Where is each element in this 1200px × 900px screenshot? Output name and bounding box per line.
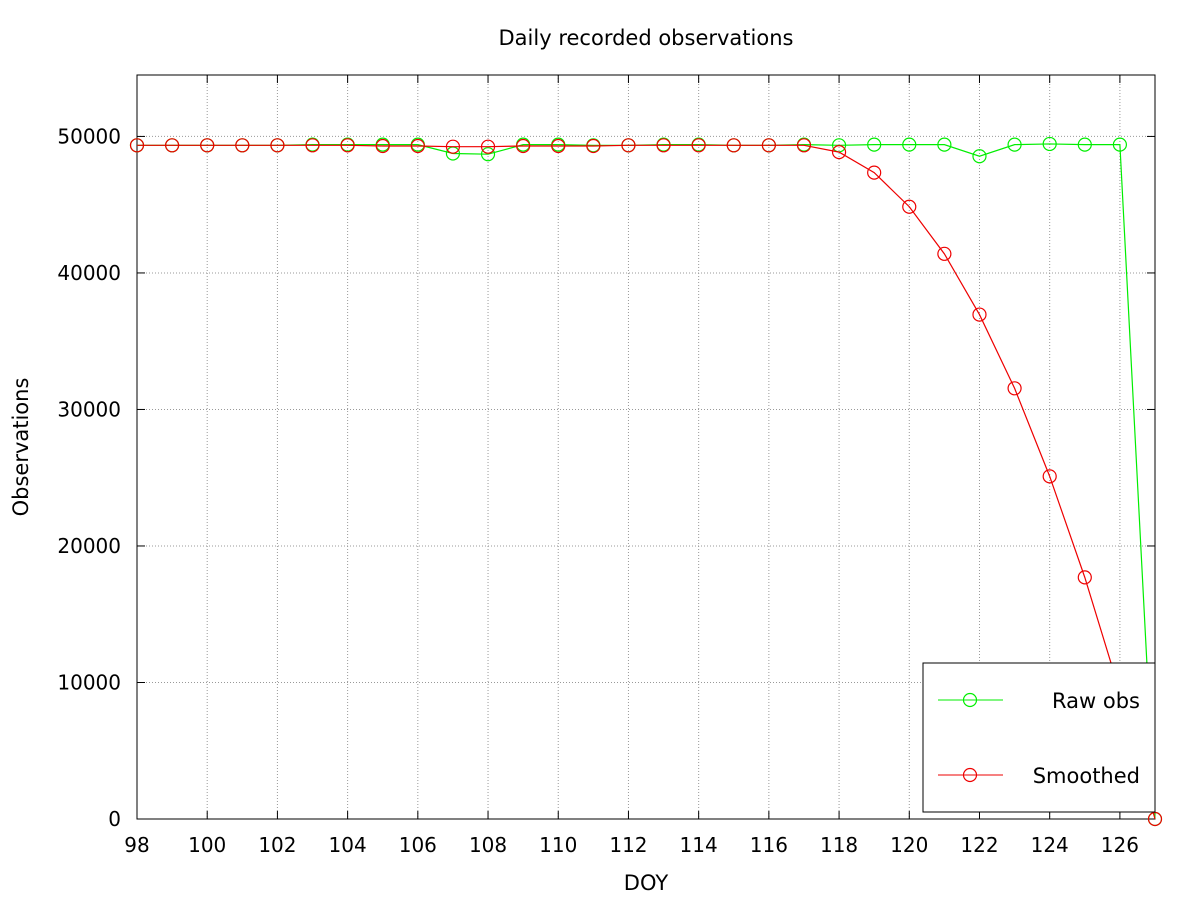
data-point-smoothed [796, 138, 812, 153]
data-point-smoothed [410, 138, 425, 154]
x-tick-label: 114 [680, 833, 718, 857]
legend: Raw obs Smoothed [922, 662, 1156, 813]
legend-raw-obs-label: Raw obs [1052, 689, 1140, 713]
data-point-smoothed [340, 138, 355, 153]
data-point-smoothed [586, 138, 601, 154]
data-point-smoothed [129, 138, 145, 153]
x-tick-label: 124 [1031, 833, 1069, 857]
x-axis-title: DOY [624, 871, 669, 895]
data-point-smoothed [621, 138, 636, 153]
x-tick-label: 98 [124, 833, 149, 857]
data-point-smoothed [1007, 381, 1022, 396]
x-tick-label: 120 [890, 833, 928, 857]
x-tick-label: 106 [399, 833, 437, 857]
y-tick-label: 0 [108, 807, 121, 831]
legend-smoothed-label: Smoothed [1033, 764, 1140, 788]
y-axis-title: Observations [9, 378, 33, 517]
data-point-raw-obs [480, 147, 496, 162]
data-point-raw-obs [937, 137, 952, 152]
x-tick-label: 104 [329, 833, 367, 857]
data-point-smoothed [551, 138, 566, 154]
data-point-smoothed [902, 199, 917, 214]
x-tick-label: 110 [539, 833, 577, 857]
y-tick-label: 40000 [57, 261, 121, 285]
legend-smoothed-marker [962, 767, 978, 783]
data-point-smoothed [656, 138, 671, 153]
x-tick-label: 112 [609, 833, 647, 857]
x-tick-label: 100 [188, 833, 226, 857]
data-point-raw-obs [1042, 136, 1057, 152]
plot-area-frame [136, 74, 1156, 820]
data-point-smoothed [270, 138, 285, 153]
data-point-smoothed [305, 138, 320, 153]
y-tick-label: 10000 [57, 670, 121, 694]
data-point-smoothed [235, 138, 250, 153]
data-point-smoothed [516, 138, 531, 154]
data-point-smoothed [726, 138, 741, 153]
data-point-raw-obs [867, 137, 882, 152]
data-point-smoothed [445, 139, 461, 154]
data-point-smoothed [480, 139, 496, 154]
x-tick-label: 126 [1101, 833, 1139, 857]
x-tick-label: 122 [960, 833, 998, 857]
series-line-smoothed [137, 144, 1156, 820]
grid [136, 75, 1155, 819]
data-point-smoothed [691, 138, 706, 153]
data-point-smoothed [937, 246, 952, 261]
axis-ticks: 98 100 102 104 106 108 110 112 114 116 118 120 122 12… [57, 75, 1155, 857]
x-tick-label: 118 [820, 833, 858, 857]
series-lines [129, 136, 1163, 827]
y-tick-label: 20000 [57, 534, 121, 558]
legend-raw-obs-marker [962, 692, 978, 708]
data-point-smoothed [867, 165, 882, 180]
data-point-raw-obs [1077, 137, 1092, 152]
data-point-raw-obs [1007, 137, 1022, 152]
y-tick-label: 30000 [57, 397, 121, 421]
data-point-smoothed [200, 138, 215, 153]
x-tick-label: 102 [258, 833, 296, 857]
data-point-smoothed [1042, 469, 1057, 484]
y-tick-label: 50000 [57, 124, 121, 148]
data-point-smoothed [1077, 570, 1092, 585]
data-point-smoothed [972, 307, 987, 322]
legend-box [922, 662, 1156, 813]
x-tick-label: 116 [750, 833, 788, 857]
data-point-raw-obs [902, 137, 917, 152]
data-point-smoothed [165, 138, 180, 153]
series-smoothed [129, 138, 1163, 827]
chart-title: Daily recorded observations [499, 26, 794, 50]
data-point-smoothed [761, 138, 776, 153]
x-tick-label: 108 [469, 833, 507, 857]
data-point-smoothed [831, 145, 847, 160]
data-point-raw-obs [972, 149, 987, 164]
data-point-smoothed [375, 138, 390, 154]
data-point-raw-obs [1112, 137, 1127, 152]
